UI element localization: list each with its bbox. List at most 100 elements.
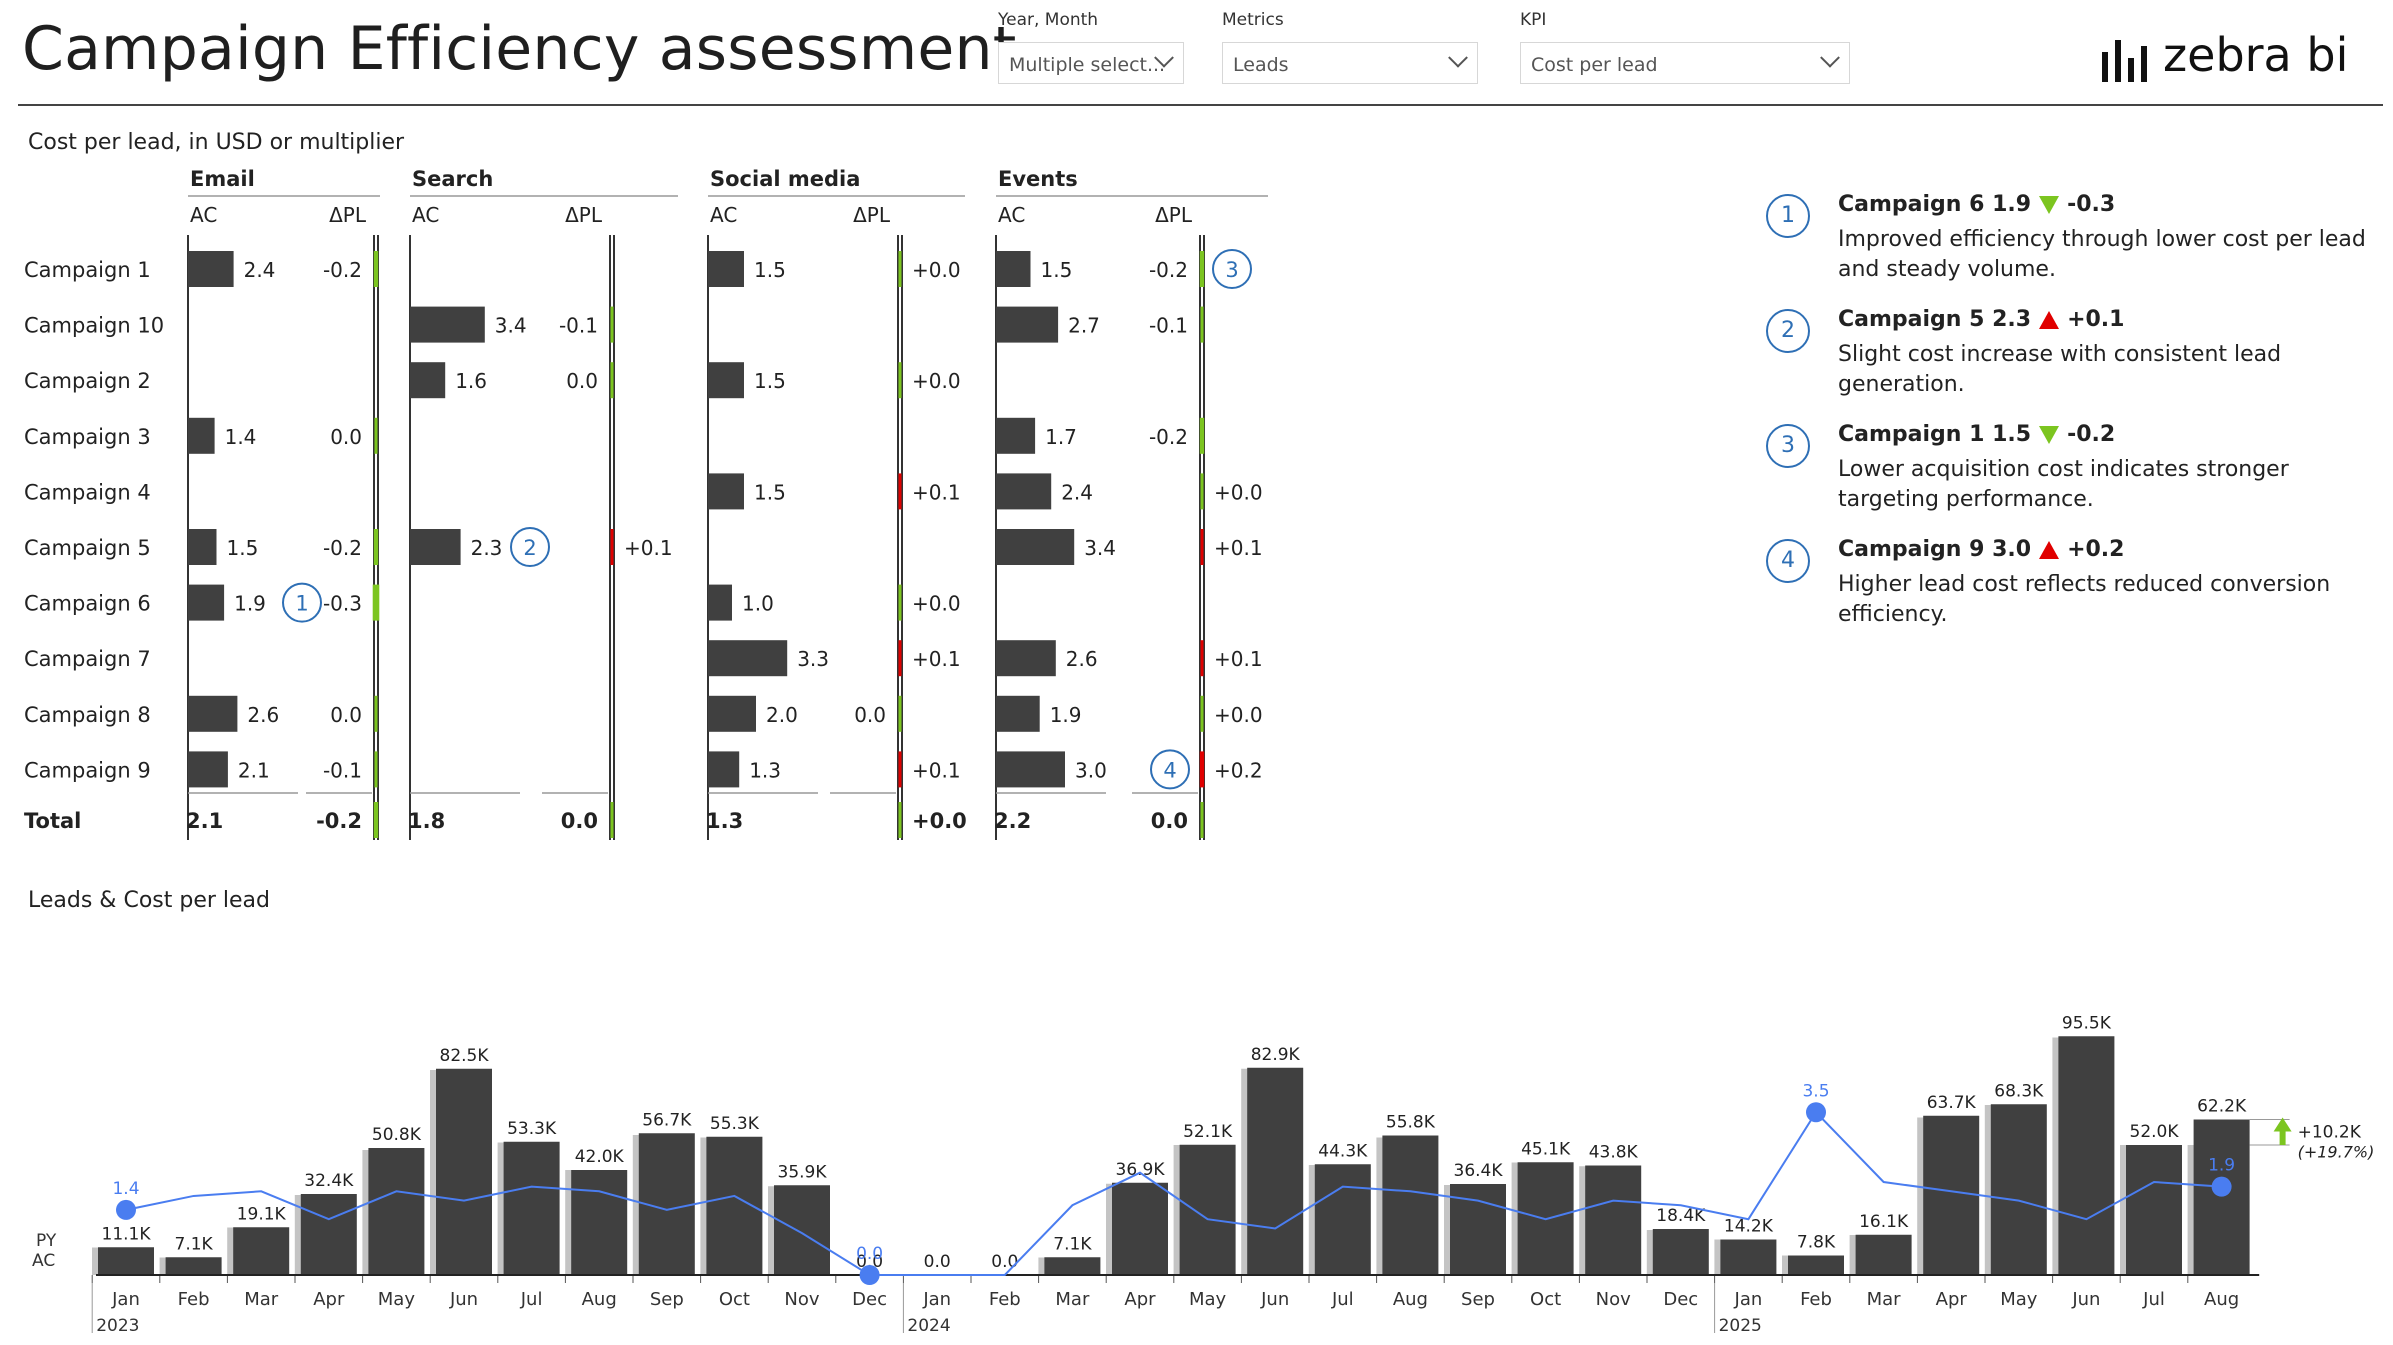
ac-bar [300, 1194, 357, 1275]
ac-bar [1788, 1255, 1844, 1275]
kpi-dropdown[interactable]: Cost per lead [1520, 42, 1850, 84]
dpl-bar [1200, 473, 1204, 510]
marker-circle: 3 [1766, 424, 1810, 468]
kpi-value: Cost per lead [1531, 54, 1658, 76]
dpl-label: 0.0 [330, 703, 362, 727]
bar-value-label: 68.3K [1994, 1081, 2044, 1101]
dpl-bar [1200, 640, 1204, 677]
dpl-bar [898, 584, 902, 621]
category-label: May [1189, 1289, 1227, 1310]
notes-panel: 1 Campaign 6 1.9 -0.3 Improved efficienc… [1766, 192, 2366, 652]
chevron-down-icon [1448, 47, 1468, 68]
category-label: Dec [852, 1289, 887, 1310]
dpl-bar [373, 251, 379, 287]
ac-label: 2.4 [1061, 480, 1093, 504]
year-month-value: Multiple select... [1009, 54, 1166, 76]
ac-label: 1.5 [754, 369, 786, 393]
dpl-label: -0.1 [1149, 314, 1188, 338]
dpl-label: -0.2 [323, 536, 362, 560]
ac-bar [2193, 1119, 2250, 1275]
bar-value-label: 7.8K [1797, 1233, 1836, 1253]
ac-header: AC [998, 203, 1025, 227]
legend-py: PY [36, 1231, 57, 1251]
logo-bars-icon [2102, 28, 2147, 82]
total-ac: 2.1 [186, 809, 223, 833]
ac-bar [188, 751, 228, 788]
marker-circle: 1 [1766, 194, 1810, 238]
bar-value-label: 50.8K [372, 1125, 422, 1145]
note-text: Lower acquisition cost indicates stronge… [1838, 457, 2289, 512]
bar-value-label: 36.9K [1116, 1160, 1166, 1180]
note-text: Slight cost increase with consistent lea… [1838, 342, 2282, 397]
dpl-header: ΔPL [1155, 203, 1193, 227]
dpl-label: -0.2 [323, 258, 362, 282]
dpl-header: ΔPL [565, 203, 603, 227]
row-label: Campaign 1 [24, 258, 151, 282]
dpl-bar [374, 751, 378, 788]
ac-bar [708, 695, 756, 732]
row-label: Campaign 6 [24, 592, 151, 616]
ac-label: 1.7 [1045, 425, 1077, 449]
note-head: Campaign 1 1.5 -0.2 [1838, 422, 2366, 447]
total-dpl: -0.2 [316, 809, 362, 833]
dpl-bar [898, 695, 902, 732]
total-dpl-bar [1200, 802, 1204, 838]
category-label: Oct [719, 1289, 750, 1310]
filter-year-month: Year, Month Multiple select... [998, 10, 1184, 84]
ac-bar [996, 251, 1031, 287]
bar-value-label: 55.8K [1386, 1113, 1436, 1133]
variance-abs: +10.2K [2298, 1123, 2362, 1143]
dpl-bar [610, 529, 614, 565]
line-point-label: 1.4 [112, 1179, 139, 1199]
total-dpl-bar [610, 802, 614, 838]
ac-header: AC [190, 203, 217, 227]
category-label: Apr [313, 1289, 345, 1310]
ac-bar [1179, 1144, 1236, 1275]
variance-arrow-bar [2279, 1129, 2286, 1145]
ac-label: 1.9 [234, 592, 266, 616]
ac-bar [1382, 1135, 1439, 1275]
dpl-bar [898, 251, 902, 287]
ac-bar [233, 1227, 290, 1275]
dpl-bar [898, 640, 902, 677]
category-label: Jan [922, 1289, 951, 1310]
ac-bar [996, 640, 1056, 677]
ac-bar [996, 695, 1040, 732]
dpl-bar [374, 417, 378, 454]
dpl-label: +0.1 [1214, 536, 1263, 560]
total-dpl: 0.0 [561, 809, 598, 833]
ac-bar [996, 529, 1075, 565]
note-item: 2 Campaign 5 2.3 +0.1 Slight cost increa… [1766, 307, 2366, 400]
campaign-table: Campaign 1 Campaign 10 Campaign 2 Campaign … [24, 167, 1268, 840]
total-label: Total [24, 809, 81, 833]
ac-bar [188, 417, 215, 454]
table-subtitle: Cost per lead, in USD or multiplier [28, 130, 405, 155]
ac-bar [188, 584, 225, 621]
bar-value-label: 62.2K [2197, 1097, 2247, 1117]
dpl-label: 0.0 [566, 369, 598, 393]
note-head-text: Campaign 9 3.0 [1838, 537, 2032, 562]
metrics-dropdown[interactable]: Leads [1222, 42, 1478, 84]
ac-bar [1585, 1165, 1642, 1275]
logo-text: zebra bi [2163, 28, 2349, 82]
ac-label: 1.9 [1050, 703, 1082, 727]
year-month-dropdown[interactable]: Multiple select... [998, 42, 1184, 84]
ac-bar [1247, 1067, 1304, 1275]
category-label: Aug [2204, 1289, 2239, 1310]
category-label: Nov [1596, 1289, 1631, 1310]
group-header: Email [190, 167, 255, 191]
note-text: Higher lead cost reflects reduced conver… [1838, 572, 2331, 627]
note-head-text: Campaign 5 2.3 [1838, 307, 2032, 332]
bar-value-label: 35.9K [778, 1162, 828, 1182]
dpl-bar [1199, 751, 1205, 788]
category-label: May [378, 1289, 416, 1310]
dpl-header: ΔPL [329, 203, 367, 227]
dpl-bar [898, 751, 902, 788]
triangle-up-icon [2039, 540, 2060, 559]
category-label: Apr [1936, 1289, 1968, 1310]
bar-value-label: 44.3K [1318, 1141, 1368, 1161]
ac-bar [996, 417, 1036, 454]
bar-value-label: 42.0K [575, 1147, 625, 1167]
ac-label: 2.7 [1068, 314, 1100, 338]
dpl-bar [1199, 251, 1205, 287]
